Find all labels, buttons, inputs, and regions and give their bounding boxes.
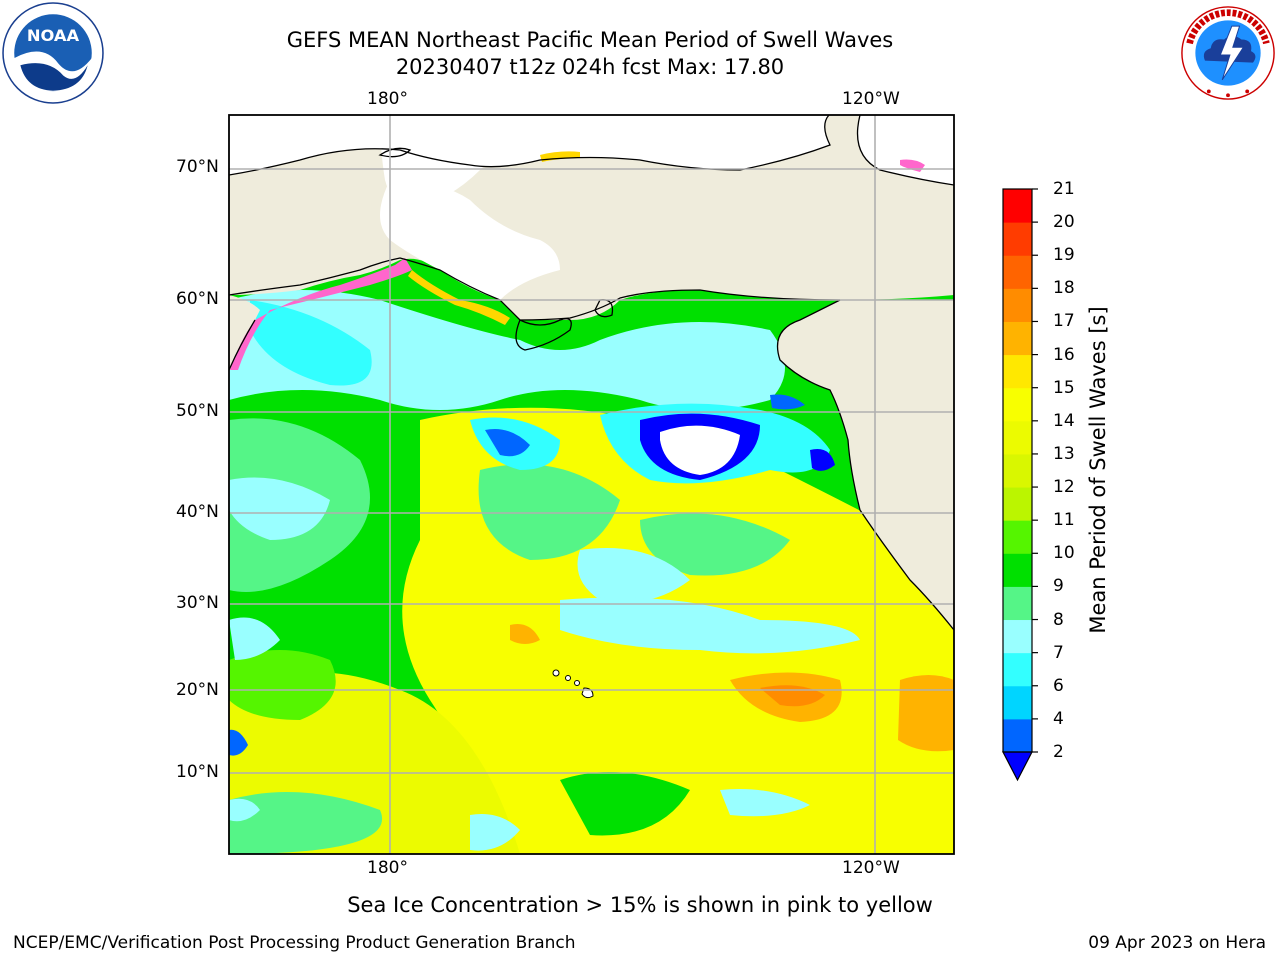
colorbar-segment xyxy=(1003,321,1032,356)
lat-label-60n: 60°N xyxy=(176,289,219,309)
colorbar-tick-label: 19 xyxy=(1053,245,1075,266)
lat-label-70n: 70°N xyxy=(176,157,219,177)
colorbar-extend-arrow xyxy=(1002,751,1033,782)
colorbar-tick-label: 13 xyxy=(1053,443,1075,464)
colorbar-segment xyxy=(1003,652,1032,687)
lat-label-30n: 30°N xyxy=(176,593,219,613)
sea-ice-caption: Sea Ice Concentration > 15% is shown in … xyxy=(347,893,933,917)
colorbar-segment xyxy=(1003,553,1032,587)
lon-label-top-180: 180° xyxy=(367,89,408,109)
colorbar-tick-label: 18 xyxy=(1053,278,1075,299)
lat-label-20n: 20°N xyxy=(176,680,219,700)
colorbar-segment xyxy=(1003,453,1032,488)
colorbar-segment xyxy=(1003,255,1032,289)
map-title: GEFS MEAN Northeast Pacific Mean Period … xyxy=(286,28,894,52)
noaa-logo: NOAA xyxy=(2,2,104,104)
lat-label-10n: 10°N xyxy=(176,762,219,782)
colorbar-tick-label: 15 xyxy=(1053,377,1075,398)
lon-label-bottom-180: 180° xyxy=(367,858,408,878)
colorbar-tick-label: 6 xyxy=(1053,675,1064,696)
colorbar-tick-label: 12 xyxy=(1053,477,1075,498)
lat-label-50n: 50°N xyxy=(176,401,219,421)
colorbar xyxy=(1002,188,1038,782)
colorbar-tick-label: 4 xyxy=(1053,708,1064,729)
colorbar-segment xyxy=(1003,354,1032,389)
colorbar-tick-label: 16 xyxy=(1053,344,1075,365)
colorbar-segment xyxy=(1003,387,1032,422)
colorbar-segment xyxy=(1003,487,1032,521)
noaa-logo-text: NOAA xyxy=(27,26,80,45)
colorbar-tick-label: 8 xyxy=(1053,609,1064,630)
colorbar-segment xyxy=(1003,222,1032,256)
nws-logo xyxy=(1181,6,1275,100)
lon-label-top-120w: 120°W xyxy=(842,89,900,109)
lat-label-40n: 40°N xyxy=(176,502,219,522)
colorbar-segment xyxy=(1003,586,1032,621)
colorbar-tick-label: 7 xyxy=(1053,642,1064,663)
colorbar-tick-label: 17 xyxy=(1053,311,1075,332)
lon-label-bottom-120w: 120°W xyxy=(842,858,900,878)
credit-left: NCEP/EMC/Verification Post Processing Pr… xyxy=(13,933,576,953)
colorbar-segment xyxy=(1003,420,1032,455)
colorbar-frame xyxy=(1002,188,1033,753)
colorbar-tick-label: 21 xyxy=(1053,179,1075,199)
colorbar-segment xyxy=(1003,288,1032,322)
colorbar-segment xyxy=(1003,189,1032,223)
map-frame xyxy=(228,114,955,855)
colorbar-tick-label: 9 xyxy=(1053,576,1064,597)
colorbar-segment xyxy=(1003,718,1032,753)
colorbar-segment xyxy=(1003,520,1032,554)
colorbar-tick-label: 10 xyxy=(1053,543,1075,564)
colorbar-tick-label: 20 xyxy=(1053,212,1075,233)
colorbar-tick-label: 11 xyxy=(1053,510,1075,531)
colorbar-segment xyxy=(1003,685,1032,720)
map-subtitle: 20230407 t12z 024h fcst Max: 17.80 xyxy=(395,55,785,79)
credit-right: 09 Apr 2023 on Hera xyxy=(1088,933,1266,953)
colorbar-segment xyxy=(1003,619,1032,654)
colorbar-tick-label: 2 xyxy=(1053,742,1064,762)
colorbar-tick-label: 14 xyxy=(1053,410,1075,431)
colorbar-label: Mean Period of Swell Waves [s] xyxy=(1086,306,1110,634)
